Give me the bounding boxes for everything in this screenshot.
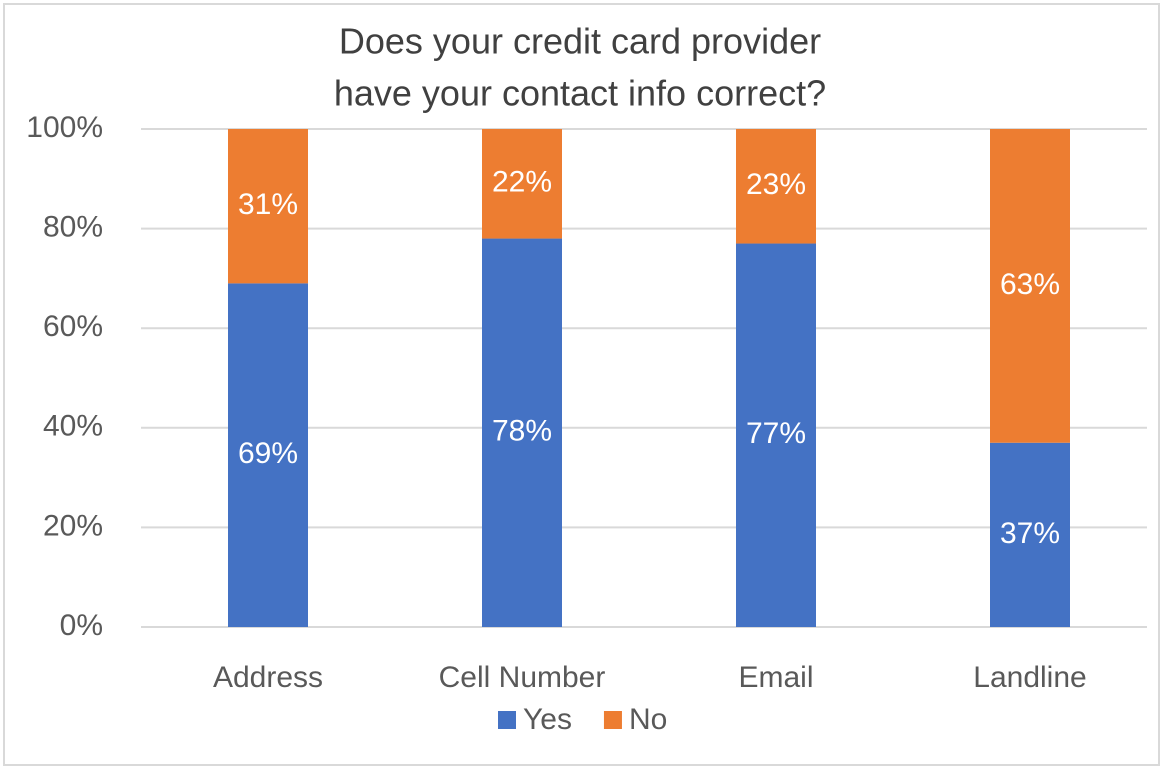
y-tick-label: 100%: [26, 111, 103, 144]
data-label: 69%: [238, 437, 298, 470]
x-tick-label: Address: [213, 661, 323, 694]
bar-segment: [228, 129, 308, 284]
legend-label: No: [629, 703, 667, 736]
legend-label: Yes: [523, 703, 572, 736]
bar-segment: [482, 129, 562, 239]
legend-swatch: [603, 711, 622, 729]
x-tick-label: Cell Number: [439, 661, 606, 694]
chart-frame: [3, 3, 1160, 766]
data-label: 63%: [1000, 268, 1060, 301]
chart-title: Does your credit card provider: [339, 21, 821, 62]
bar-segment: [228, 283, 308, 627]
bar-segment: [990, 442, 1070, 627]
bar-segment: [482, 238, 562, 627]
legend-swatch: [498, 711, 516, 729]
data-label: 37%: [1000, 517, 1060, 550]
bar-segment: [736, 243, 816, 628]
x-tick-label: Landline: [973, 661, 1086, 694]
y-tick-label: 80%: [43, 211, 103, 244]
data-label: 22%: [492, 166, 552, 199]
chart-title: have your contact info correct?: [334, 73, 826, 114]
data-label: 31%: [238, 188, 298, 221]
y-tick-label: 0%: [60, 609, 103, 642]
y-tick-label: 60%: [43, 310, 103, 343]
y-tick-label: 20%: [43, 509, 103, 542]
x-tick-label: Email: [738, 661, 813, 694]
data-label: 77%: [746, 417, 806, 450]
data-label: 23%: [746, 168, 806, 201]
bar-segment: [736, 129, 816, 244]
bar-segment: [990, 129, 1070, 443]
y-tick-label: 40%: [43, 410, 103, 443]
data-label: 78%: [492, 415, 552, 448]
